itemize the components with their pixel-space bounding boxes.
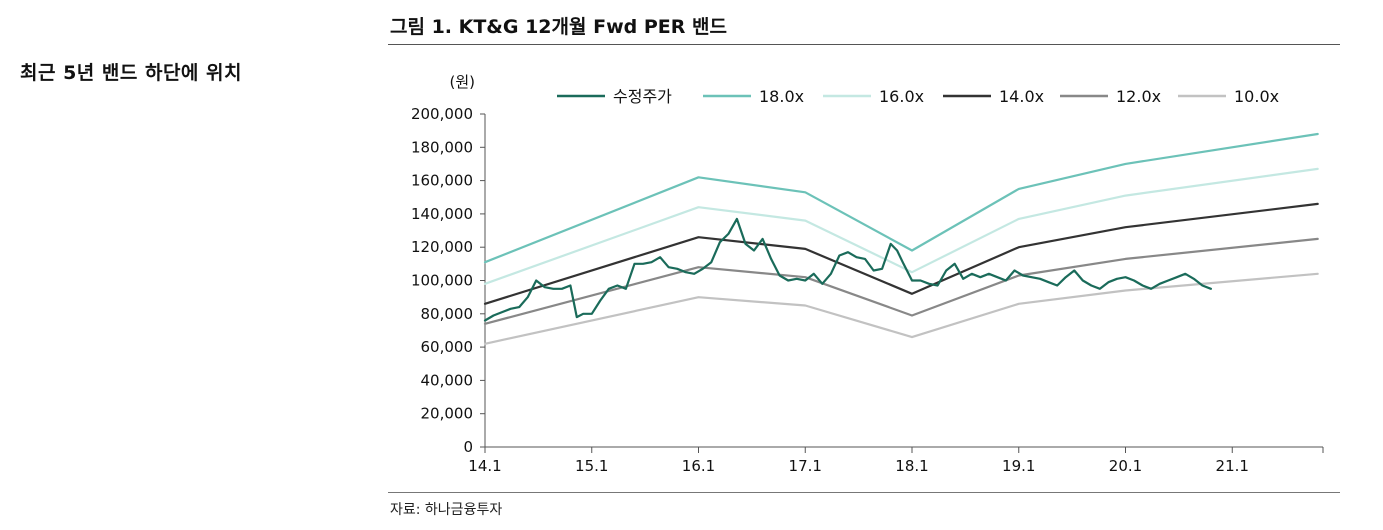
legend: 수정주가 18.0x 16.0x 14.0x 12.0x 10.0x — [557, 87, 1279, 106]
series-line-band-10 — [483, 272, 1319, 345]
legend-label: 18.0x — [759, 87, 804, 106]
series-line-price — [483, 217, 1213, 322]
x-axis: 14.1 15.1 16.1 17.1 18.1 19.1 20.1 21.1 — [468, 446, 1324, 475]
x-tick-label: 21.1 — [1216, 457, 1249, 475]
y-tick-label: 20,000 — [421, 405, 474, 423]
source-note: 자료: 하나금융투자 — [390, 502, 503, 518]
x-tick-label: 16.1 — [682, 457, 715, 475]
x-tick-label: 19.1 — [1002, 457, 1035, 475]
source-divider — [388, 492, 1340, 493]
side-heading: 최근 5년 밴드 하단에 위치 — [20, 62, 242, 84]
y-tick-label: 140,000 — [411, 205, 473, 223]
x-tick-label: 20.1 — [1109, 457, 1142, 475]
x-tick-label: 17.1 — [789, 457, 822, 475]
title-divider — [388, 44, 1340, 45]
y-tick-label: 100,000 — [411, 272, 473, 290]
series-line-band-14 — [483, 202, 1319, 305]
unit-label: (원) — [449, 73, 475, 91]
y-tick-label: 0 — [463, 438, 473, 456]
y-axis: 0 20,000 40,000 60,000 80,000 100,000 120,000 1… — [411, 73, 486, 456]
legend-label: 14.0x — [999, 87, 1044, 106]
per-band-chart: 0 20,000 40,000 60,000 80,000 100,000 120,000 1… — [411, 73, 1324, 475]
figure-title: 그림 1. KT&G 12개월 Fwd PER 밴드 — [390, 16, 727, 38]
x-tick-label: 14.1 — [468, 457, 501, 475]
legend-label: 16.0x — [879, 87, 924, 106]
x-tick-label: 15.1 — [575, 457, 608, 475]
series-line-band-18 — [483, 132, 1319, 264]
legend-label: 수정주가 — [613, 87, 672, 106]
series-line-band-12 — [483, 237, 1319, 325]
series-lines — [483, 132, 1319, 345]
y-tick-label: 80,000 — [421, 305, 474, 323]
y-tick-label: 200,000 — [411, 105, 473, 123]
legend-label: 12.0x — [1116, 87, 1161, 106]
series-line-band-16 — [483, 167, 1319, 285]
y-tick-label: 180,000 — [411, 138, 473, 156]
legend-label: 10.0x — [1234, 87, 1279, 106]
y-tick-label: 160,000 — [411, 172, 473, 190]
y-tick-label: 60,000 — [421, 338, 474, 356]
y-tick-label: 120,000 — [411, 238, 473, 256]
x-tick-label: 18.1 — [895, 457, 928, 475]
y-tick-label: 40,000 — [421, 371, 474, 389]
